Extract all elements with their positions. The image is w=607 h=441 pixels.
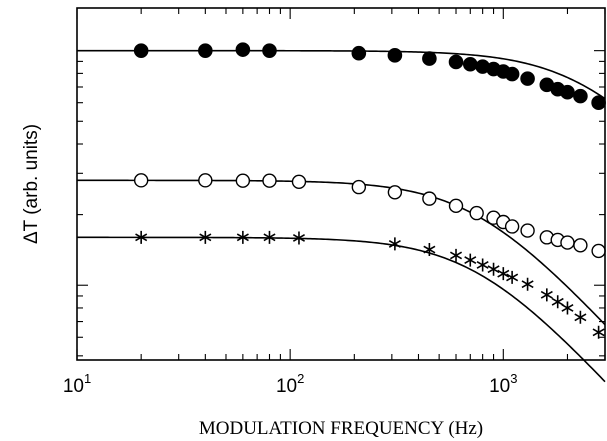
x-tick-label-1: 101 [63,371,91,397]
series-2-point-14 [520,223,535,238]
series-1-point-3 [235,42,251,57]
series-1-point-4 [262,43,277,58]
series-3-point-11 [487,262,500,276]
series-2-point-18 [573,238,588,253]
data-markers [133,42,606,339]
series-3-point-4 [263,230,276,244]
series-2-point-6 [351,179,367,195]
series-2-point-3 [235,173,251,188]
series-2-point-19 [591,243,606,259]
x-tick-label-3: 103 [489,371,517,397]
fit-curve-3 [77,236,606,383]
fit-curves [77,49,606,383]
x-tick-labels: 101 102 103 [63,371,518,397]
series-2-point-13 [504,219,520,234]
series-3-point-14 [521,277,534,291]
axis-ticks [76,8,606,360]
series-1-point-14 [520,71,535,86]
series-2-point-2 [198,173,213,188]
series-1-point-5 [351,45,367,61]
series-1-point-13 [504,66,520,82]
series-3-point-18 [574,310,587,324]
series-1-point-17 [560,84,575,100]
series-3-point-16 [551,295,564,309]
series-3-point-12 [497,267,510,281]
series-3-point-6 [388,237,401,251]
series-2-point-17 [560,235,575,250]
series-2-point-9 [448,198,464,214]
series-1-point-8 [448,54,464,70]
series-2-point-8 [422,191,437,206]
x-axis-label: MODULATION FREQUENCY (Hz) [199,418,483,439]
y-axis-label: ΔT (arb. units) [21,124,42,244]
series-3-point-2 [199,230,212,244]
plot-frame [76,7,606,361]
series-1-point-9 [462,56,478,72]
fit-curve-1 [77,49,606,100]
series-3-point-13 [506,270,519,284]
series-2-point-4 [262,173,277,188]
series-2-point-5 [291,174,307,190]
fit-curve-2 [77,179,606,326]
series-2-point-7 [387,185,403,200]
series-3-point-8 [449,248,463,262]
series-3-point-1 [135,230,148,244]
series-1-point-2 [198,43,213,58]
series-2-point-1 [133,173,149,188]
series-3-point-17 [561,301,574,315]
series-1-point-18 [573,88,588,104]
series-1-point-1 [133,43,149,58]
series-3-point-5 [292,231,306,245]
series-3-point-10 [476,258,489,272]
x-tick-label-2: 102 [276,371,304,397]
series-3-point-19 [592,325,605,339]
series-2-point-10 [469,205,484,221]
series-3-point-9 [464,253,477,267]
series-1-point-7 [422,51,437,66]
series-3-point-3 [236,230,249,244]
series-3-point-15 [540,288,553,302]
series-1-point-6 [387,48,403,63]
series-3-point-7 [423,243,436,257]
